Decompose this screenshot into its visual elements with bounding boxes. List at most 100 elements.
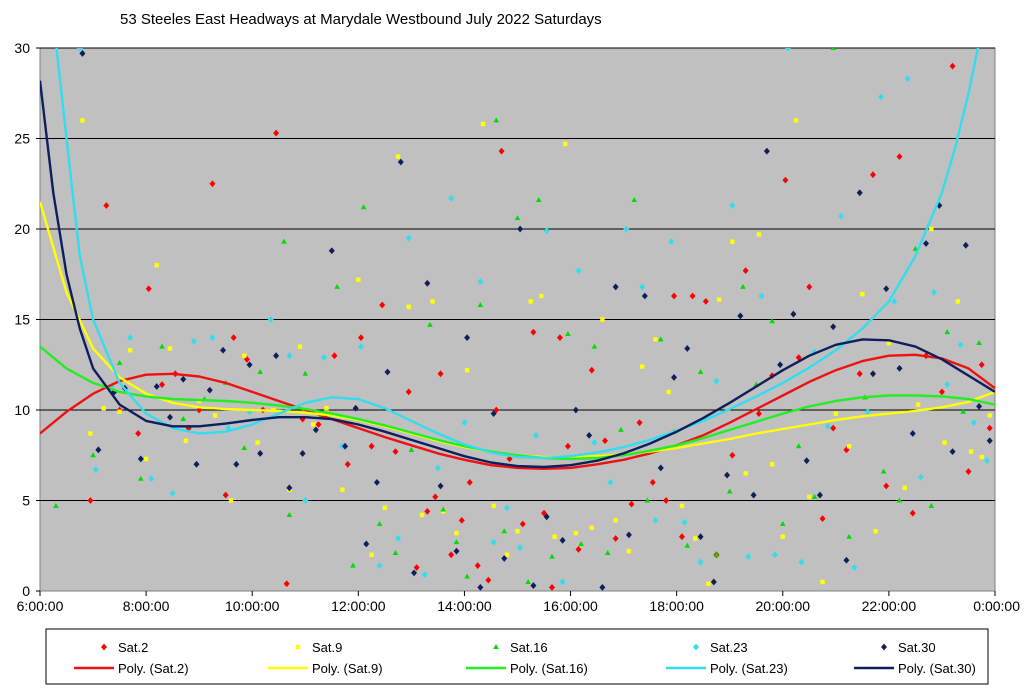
data-point xyxy=(612,283,619,291)
data-point xyxy=(448,194,455,202)
data-point xyxy=(938,388,945,396)
data-point xyxy=(976,340,982,346)
legend-marker xyxy=(881,643,887,651)
data-point xyxy=(356,277,361,282)
data-point xyxy=(206,386,213,394)
data-point xyxy=(929,226,934,232)
data-point xyxy=(159,381,166,389)
data-point xyxy=(904,75,911,83)
data-point xyxy=(573,530,579,536)
data-point xyxy=(730,239,735,244)
data-point xyxy=(896,364,903,372)
data-point xyxy=(706,581,711,586)
legend: Sat.2 Sat.9 Sat.16 Sat.23 Sat.30 Poly. (Sat.2… xyxy=(45,628,989,685)
data-point xyxy=(257,450,264,457)
data-point xyxy=(302,370,309,376)
data-point xyxy=(743,471,748,476)
series-sat-9 xyxy=(80,118,992,586)
data-point xyxy=(103,202,110,209)
data-point xyxy=(493,406,500,414)
data-point xyxy=(154,263,159,268)
data-point xyxy=(384,368,391,376)
data-point xyxy=(480,121,486,127)
data-point xyxy=(960,408,966,414)
data-point xyxy=(464,367,470,373)
x-tick-label: 10:00:00 xyxy=(225,598,280,614)
data-point xyxy=(819,515,826,522)
data-point xyxy=(726,488,733,494)
data-point xyxy=(745,553,752,561)
data-point xyxy=(90,452,96,458)
data-point xyxy=(233,460,240,468)
data-point xyxy=(830,48,836,50)
data-point xyxy=(334,283,340,289)
data-point xyxy=(324,405,329,411)
data-point xyxy=(986,424,993,432)
data-point xyxy=(639,283,646,291)
data-point xyxy=(220,346,227,354)
data-point xyxy=(183,438,189,443)
data-point xyxy=(928,502,935,508)
data-point xyxy=(589,525,594,530)
data-point xyxy=(830,323,837,331)
data-point xyxy=(806,283,813,291)
data-point xyxy=(503,504,510,512)
legend-box xyxy=(45,628,989,685)
data-point xyxy=(807,494,812,500)
data-point xyxy=(241,445,248,451)
data-point xyxy=(710,578,717,586)
data-point xyxy=(148,475,155,483)
data-point xyxy=(302,497,309,504)
data-point xyxy=(602,437,609,445)
data-point xyxy=(965,468,972,475)
data-point xyxy=(432,493,439,501)
data-point xyxy=(331,352,338,360)
data-point xyxy=(869,370,876,378)
data-point xyxy=(740,283,746,289)
data-point xyxy=(350,562,356,568)
data-point xyxy=(591,343,598,349)
data-point xyxy=(92,466,99,474)
data-point xyxy=(575,545,582,553)
data-point xyxy=(434,464,441,472)
data-point xyxy=(843,556,850,564)
data-point xyxy=(411,569,418,577)
data-point xyxy=(328,247,335,255)
data-point xyxy=(490,410,497,418)
data-point xyxy=(212,413,218,418)
data-point xyxy=(501,555,508,562)
data-point xyxy=(713,551,720,557)
data-point xyxy=(430,299,435,304)
data-point xyxy=(626,548,632,554)
data-point xyxy=(424,279,431,287)
data-point xyxy=(644,497,651,503)
data-point xyxy=(968,449,974,454)
x-tick-label: 14:00:00 xyxy=(437,598,492,614)
data-point xyxy=(548,583,555,591)
data-point xyxy=(668,238,675,246)
data-point xyxy=(756,232,762,237)
data-point xyxy=(543,227,550,235)
chart-title: 53 Steeles East Headways at Marydale Wes… xyxy=(120,11,602,28)
data-point xyxy=(984,457,991,465)
data-point xyxy=(628,500,635,508)
data-point xyxy=(612,535,619,542)
data-point xyxy=(419,512,425,518)
data-point xyxy=(320,354,327,361)
data-point xyxy=(352,404,359,412)
y-tick-label: 0 xyxy=(22,583,30,599)
data-point xyxy=(833,411,839,416)
data-point xyxy=(376,562,383,570)
data-point xyxy=(565,330,571,336)
data-point xyxy=(623,225,630,233)
data-point xyxy=(591,439,598,446)
data-point xyxy=(636,419,643,427)
data-point xyxy=(896,497,903,503)
data-point xyxy=(843,446,850,454)
data-point xyxy=(877,93,884,101)
data-point xyxy=(95,446,102,454)
data-point xyxy=(137,455,144,463)
data-point xyxy=(909,430,916,437)
data-point xyxy=(273,129,280,137)
data-point xyxy=(53,502,59,508)
